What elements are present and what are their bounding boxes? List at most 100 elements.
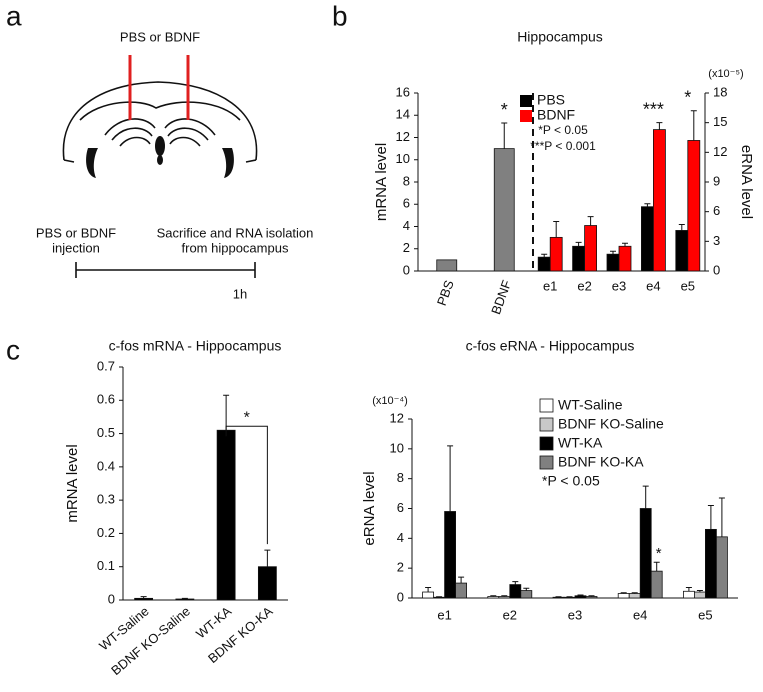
tick-label: 2 [397,560,404,575]
injection-label: injection [52,240,100,255]
error-bar [696,590,703,593]
bar [584,225,597,272]
sacrifice-label: Sacrifice and RNA isolation [157,225,314,240]
tick-label: 0.6 [97,392,115,407]
bar [574,595,587,599]
tick-label: 10 [390,440,404,455]
bar [422,591,435,599]
bar [675,230,689,272]
injection-site-label: PBS or BDNF [120,29,200,44]
tick-label: 0 [397,589,404,604]
error-bar [678,224,685,231]
significance: * [684,88,691,108]
x-tick-label: e1 [437,607,451,622]
error-bar [425,587,432,593]
chart-title: c-fos eRNA - Hippocampus [466,338,635,354]
legend-label: BDNF [537,107,575,123]
x-tick-label: e3 [612,278,626,293]
error-bar [610,250,616,255]
bar [175,598,195,601]
legend-label: BDNF KO-KA [558,454,644,470]
y-axis-label: mRNA level [373,143,390,221]
bar [641,206,654,272]
bar [549,236,563,272]
timeline [75,262,256,278]
tick-label: 0.4 [97,458,115,473]
error-bar [644,203,651,207]
legend-label: BDNF KO-Saline [558,416,664,432]
chart-title: c-fos mRNA - Hippocampus [109,338,282,354]
bar [705,528,717,599]
error-bar [523,587,530,591]
tick-label: 0.2 [97,525,115,540]
significance: * [656,545,662,562]
error-bar [223,394,230,431]
x-tick-label: BDNF [488,278,514,316]
bar [498,596,511,599]
bar [585,596,598,599]
legend-label: WT-KA [558,435,603,451]
tick-label: 4 [397,530,404,545]
bar [650,570,663,599]
x-tick-label: e4 [633,607,647,622]
significance: * [244,409,250,426]
stats-note: ***P < 0.001 [530,139,596,153]
bar [653,129,666,272]
bar [216,429,236,601]
ventricle [86,148,98,178]
sacrifice-label: from hippocampus [182,240,289,255]
tick-label: 0.7 [97,358,115,373]
tick-label: 14 [396,107,410,122]
error-bar [541,253,548,258]
legend-label: WT-Saline [558,397,623,413]
tick-label: 2 [403,240,410,255]
bar [134,597,154,601]
injection-label: PBS or BDNF [36,225,116,240]
y2-axis-label: eRNA level [738,145,755,219]
bar [628,593,641,599]
chart-title: Hippocampus [517,29,603,45]
tick-label: 6 [713,203,720,218]
time-label: 1h [233,286,247,301]
tick-label: 16 [396,84,410,99]
stats-note: *P < 0.05 [542,473,600,489]
tick-label: 0.3 [97,492,115,507]
stats-note: *P < 0.05 [538,123,588,137]
tick-label: 9 [713,173,720,188]
legend-swatch [539,398,554,413]
brain-outline [62,81,258,161]
x-tick-label: e1 [543,278,557,293]
bar [617,593,630,599]
bar [552,596,565,599]
x-tick-label: e4 [646,278,660,293]
tick-label: 0 [713,262,720,277]
error-bar [501,122,508,149]
tick-label: 18 [713,84,727,99]
legend-swatch [539,417,554,432]
legend-swatch [539,455,554,470]
bar [716,536,728,599]
bar [687,140,701,272]
legend-swatch [520,95,532,107]
ventricle [222,148,234,178]
x-tick-label: e3 [568,607,582,622]
x-tick-label: e2 [577,278,591,293]
y-axis-label: mRNA level [64,444,81,522]
legend-swatch [539,436,554,451]
error-bar [656,122,663,130]
tick-label: 12 [713,144,727,159]
bar [572,245,585,272]
bar [618,245,632,272]
tick-label: 6 [403,196,410,211]
bar [606,253,620,272]
error-bar [447,445,454,512]
error-bar [718,497,725,537]
error-bar [685,587,692,592]
tick-label: 12 [396,129,410,144]
hippocampus [119,136,201,147]
y-unit-label: (x10⁻⁴) [372,395,408,407]
panel-label: a [6,0,22,31]
bar [563,596,576,599]
x-tick-label: e5 [698,607,712,622]
tick-label: 0.5 [97,425,115,440]
